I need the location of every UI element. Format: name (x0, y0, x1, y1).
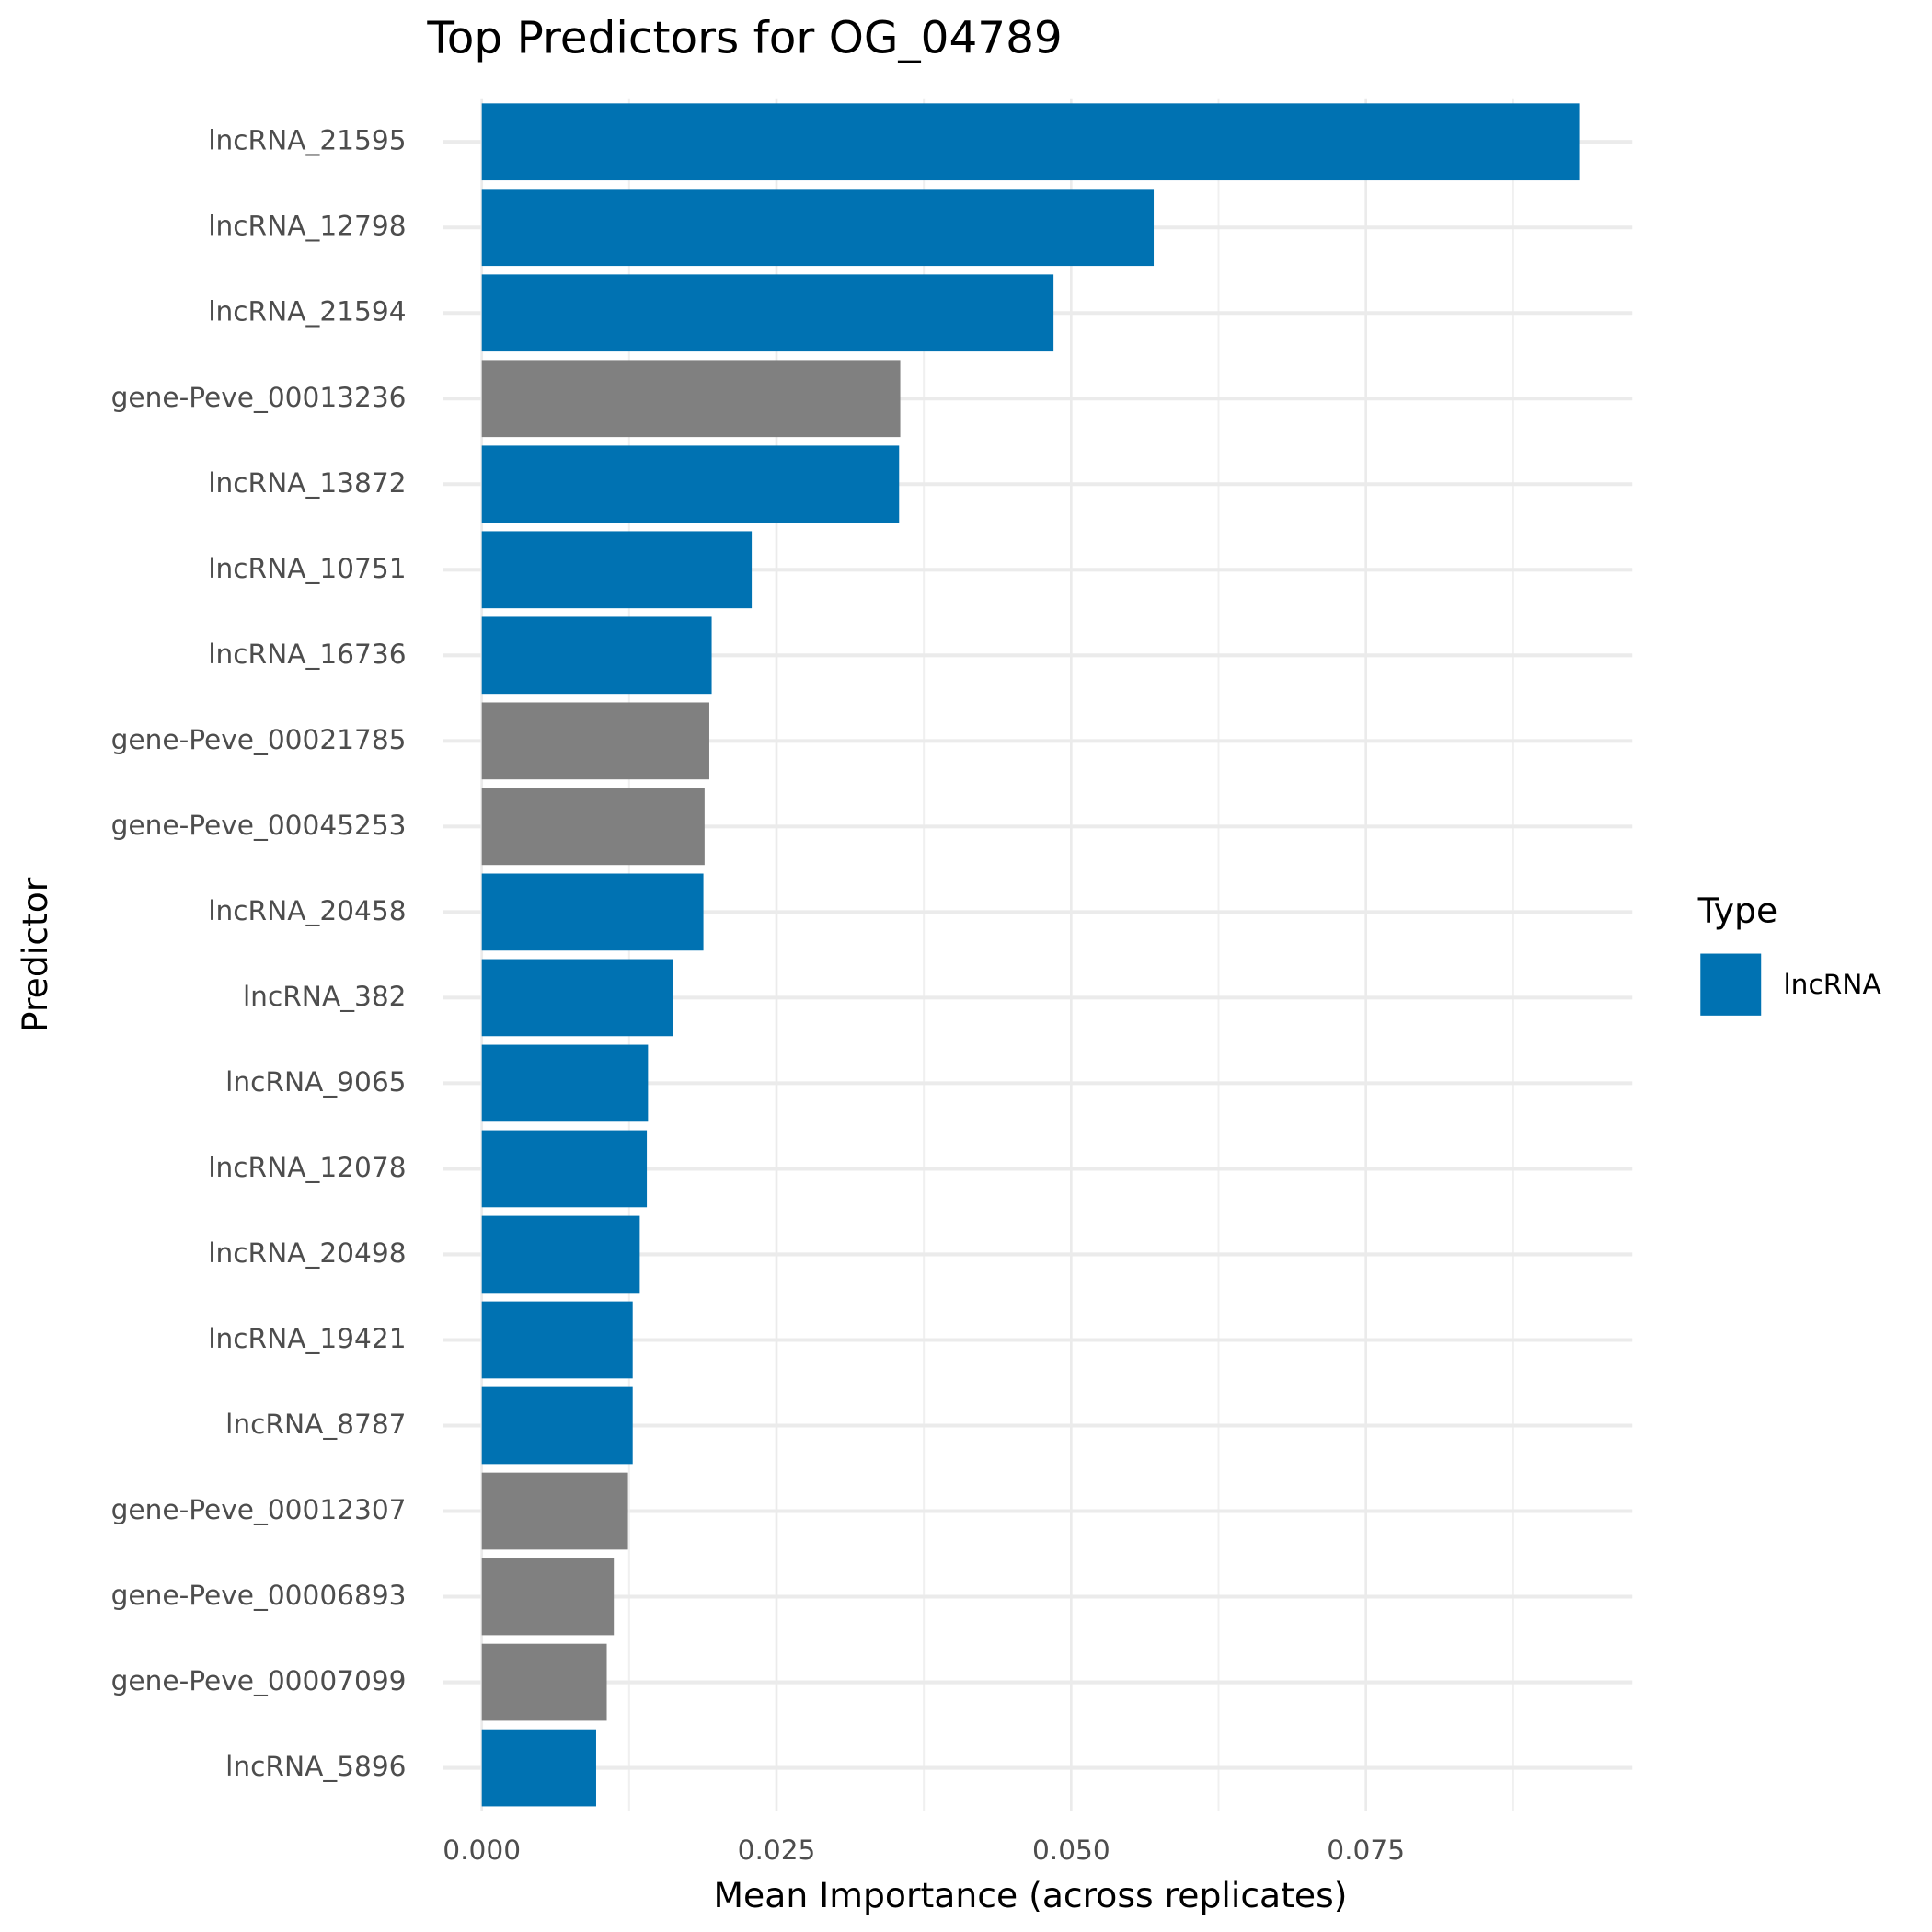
bar (481, 702, 709, 780)
bar (481, 873, 704, 951)
y-axis-label: Predictor (15, 877, 55, 1032)
x-tick-label: 0.025 (738, 1834, 816, 1866)
y-tick-label: lncRNA_12078 (208, 1152, 406, 1183)
y-tick-label: lncRNA_10751 (208, 553, 406, 584)
y-tick-label: lncRNA_382 (243, 981, 407, 1012)
y-tick-label: lncRNA_21595 (208, 125, 406, 156)
bar (481, 1215, 640, 1294)
bar (481, 959, 673, 1037)
bar (481, 1130, 648, 1208)
y-tick-label: lncRNA_16736 (208, 638, 406, 670)
bar (481, 788, 705, 866)
legend-label: lncRNA (1783, 969, 1881, 1000)
y-tick-label: lncRNA_8787 (225, 1409, 406, 1440)
x-axis-label: Mean Importance (across replicates) (714, 1875, 1348, 1915)
legend-title: Type (1697, 891, 1778, 931)
legend-swatch (1700, 953, 1762, 1016)
y-tick-label: lncRNA_9065 (225, 1066, 406, 1098)
y-tick-label: gene-Peve_00013236 (111, 382, 407, 413)
bar (481, 1386, 633, 1465)
bar (481, 1301, 633, 1379)
y-tick-label: gene-Peve_00006893 (111, 1580, 407, 1611)
bar (481, 1558, 615, 1636)
bar (481, 1729, 596, 1807)
bar (481, 1472, 628, 1550)
y-tick-label: lncRNA_20458 (208, 895, 406, 926)
bar (481, 1044, 649, 1122)
bar (481, 360, 901, 438)
bar (481, 189, 1155, 267)
y-tick-label: lncRNA_19421 (208, 1323, 406, 1354)
bar (481, 1643, 607, 1721)
y-tick-label: lncRNA_13872 (208, 467, 406, 499)
y-tick-label: gene-Peve_00045253 (111, 810, 407, 841)
bar (481, 616, 712, 695)
x-tick-label: 0.050 (1032, 1834, 1110, 1866)
bar (481, 531, 753, 609)
bar (481, 103, 1580, 181)
y-tick-label: lncRNA_20498 (208, 1237, 406, 1269)
x-tick-label: 0.000 (443, 1834, 521, 1866)
x-tick-label: 0.075 (1327, 1834, 1405, 1866)
y-tick-label: gene-Peve_00007099 (111, 1665, 407, 1696)
y-tick-label: gene-Peve_00012307 (111, 1494, 407, 1525)
chart-title: Top Predictors for OG_04789 (426, 12, 1062, 63)
y-tick-label: lncRNA_12798 (208, 211, 406, 242)
y-tick-label: lncRNA_21594 (208, 296, 406, 328)
y-tick-label: lncRNA_5896 (225, 1751, 406, 1782)
bar (481, 274, 1054, 352)
bar (481, 445, 900, 523)
y-tick-label: gene-Peve_00021785 (111, 724, 407, 755)
